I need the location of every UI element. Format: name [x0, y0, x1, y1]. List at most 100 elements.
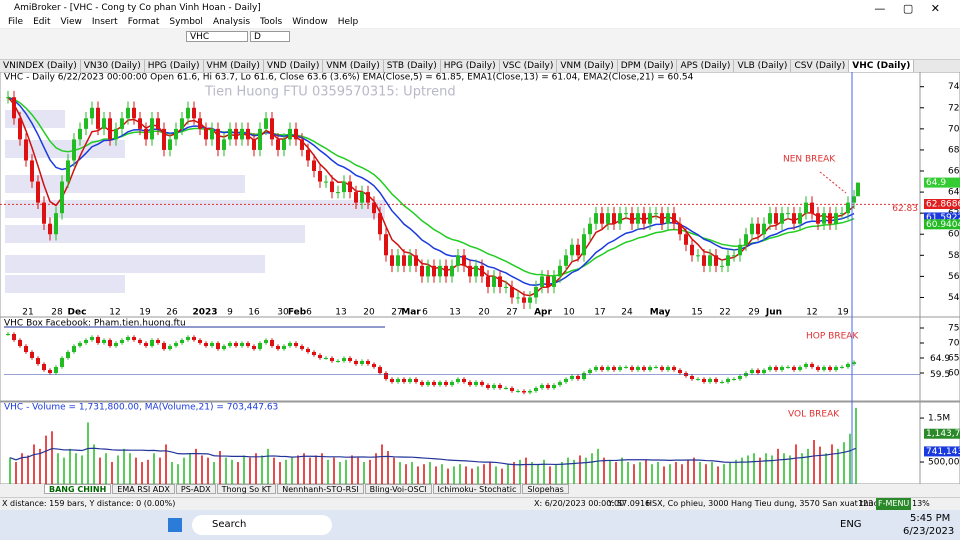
candle [282, 139, 286, 150]
box-candle [726, 379, 730, 382]
chart-tab[interactable]: VN30 (Daily) [81, 60, 145, 72]
sheet-tab[interactable]: Thong So KT [216, 484, 277, 494]
menu-item[interactable]: Analysis [212, 17, 251, 27]
price-badge-label: 62.8686 [926, 200, 960, 210]
candle [132, 107, 136, 119]
search-box[interactable]: Search [192, 515, 332, 535]
menu-item[interactable]: Tools [260, 17, 283, 27]
chart-tab[interactable]: VNM (Daily) [557, 60, 618, 72]
box-candle [534, 388, 538, 391]
box-candle [54, 367, 58, 373]
clock-date[interactable]: 6/23/2023 [903, 526, 955, 537]
chart-tab[interactable]: HPG (Daily) [441, 60, 500, 72]
candle [726, 255, 730, 266]
date-label: May [650, 308, 671, 318]
sheet-tab[interactable]: Slopehas [522, 484, 569, 494]
candle [294, 128, 298, 140]
candle [720, 265, 724, 267]
sheet-tab[interactable]: Nennhanh-STO-RSI [277, 484, 364, 494]
symbol-combo[interactable]: VHC [186, 31, 248, 42]
menu-item[interactable]: Format [127, 17, 160, 27]
box-candle [822, 367, 826, 370]
date-label: 20 [478, 308, 490, 318]
chart-tab[interactable]: APS (Daily) [677, 60, 735, 72]
box-candle [378, 367, 382, 373]
sheet-tab[interactable]: BANG CHINH [44, 484, 112, 494]
menu-item[interactable]: Window [292, 17, 328, 27]
candle [474, 265, 478, 277]
sheet-tab[interactable]: EMA RSI ADX [112, 484, 175, 494]
menu-item[interactable]: Help [337, 17, 359, 27]
interval-combo[interactable]: D [250, 31, 290, 42]
date-label: 30 [277, 308, 289, 318]
volume-profile [5, 175, 245, 193]
chart-tab[interactable]: DPM (Daily) [618, 60, 678, 72]
sheet-tab[interactable]: Ichimoku- Stochatic [432, 484, 522, 494]
candle [552, 276, 556, 287]
box-candle [72, 346, 76, 352]
candle [198, 118, 202, 129]
candle [240, 128, 244, 140]
chart-tab[interactable]: VHM (Daily) [204, 60, 264, 72]
box-candle [270, 340, 274, 346]
candle [366, 192, 370, 203]
menu-item[interactable]: File [8, 17, 24, 27]
chart-tab[interactable]: VNINDEX (Daily) [0, 60, 81, 72]
start-button[interactable] [168, 518, 182, 532]
chart-tab[interactable]: VHC (Daily) [849, 60, 915, 72]
chart-tab[interactable]: HPG (Daily) [145, 60, 204, 72]
price-badge-label: 61.5922 [926, 213, 960, 223]
candle [78, 128, 82, 140]
chart-tab[interactable]: VLB (Daily) [734, 60, 792, 72]
box-candle [450, 382, 454, 385]
candle [138, 118, 142, 129]
box-candle [258, 343, 262, 349]
box-candle [90, 337, 94, 340]
date-label: 6 [422, 308, 428, 318]
date-label: Feb [288, 308, 307, 318]
candle [528, 297, 532, 303]
date-label: 2023 [192, 308, 217, 318]
clock-time[interactable]: 5:45 PM [910, 513, 951, 524]
candle [624, 213, 628, 215]
box-candle [702, 379, 706, 382]
language[interactable]: ENG [840, 519, 862, 530]
volume-profile [5, 225, 305, 243]
box-candle [30, 352, 34, 358]
box-candle [720, 382, 724, 383]
title-bar: AmiBroker - [VHC - Cong ty Co phan Vinh … [0, 0, 960, 16]
pane-header: VHC - Volume = 1,731,800.00, MA(Volume,2… [4, 403, 278, 413]
box-candle [408, 379, 412, 382]
candle [222, 139, 226, 150]
window-controls[interactable]: — ▢ ✕ [874, 2, 940, 15]
date-label: 19 [139, 308, 151, 318]
box-candles [6, 332, 856, 395]
candle [102, 118, 106, 129]
candle [498, 276, 502, 287]
chart-tab[interactable]: STB (Daily) [384, 60, 441, 72]
candle [774, 213, 778, 224]
menu-item[interactable]: View [60, 17, 82, 27]
candle [384, 234, 388, 256]
chart-tab[interactable]: CSV (Daily) [791, 60, 850, 72]
y-tick-label: 64 [948, 188, 960, 198]
candle [810, 202, 814, 214]
box-candle [852, 362, 856, 364]
box-candle [372, 364, 376, 367]
sheet-tab[interactable]: Bling-Voi-OSCI [364, 484, 432, 494]
menu-item[interactable]: Edit [33, 17, 51, 27]
candle [856, 182, 860, 197]
box-candle [486, 385, 490, 388]
candle [600, 213, 604, 224]
box-candle [810, 364, 814, 367]
menu-item[interactable]: Insert [91, 17, 118, 27]
box-candle [774, 367, 778, 370]
pane [0, 316, 960, 402]
chart-tab[interactable]: VSC (Daily) [500, 60, 558, 72]
chart-tab[interactable]: VNM (Daily) [323, 60, 384, 72]
candle [432, 265, 436, 277]
menu-item[interactable]: Symbol [169, 17, 203, 27]
chart-tab[interactable]: VND (Daily) [264, 60, 324, 72]
date-label: 15 [691, 308, 702, 318]
sheet-tab[interactable]: PS-ADX [175, 484, 216, 494]
